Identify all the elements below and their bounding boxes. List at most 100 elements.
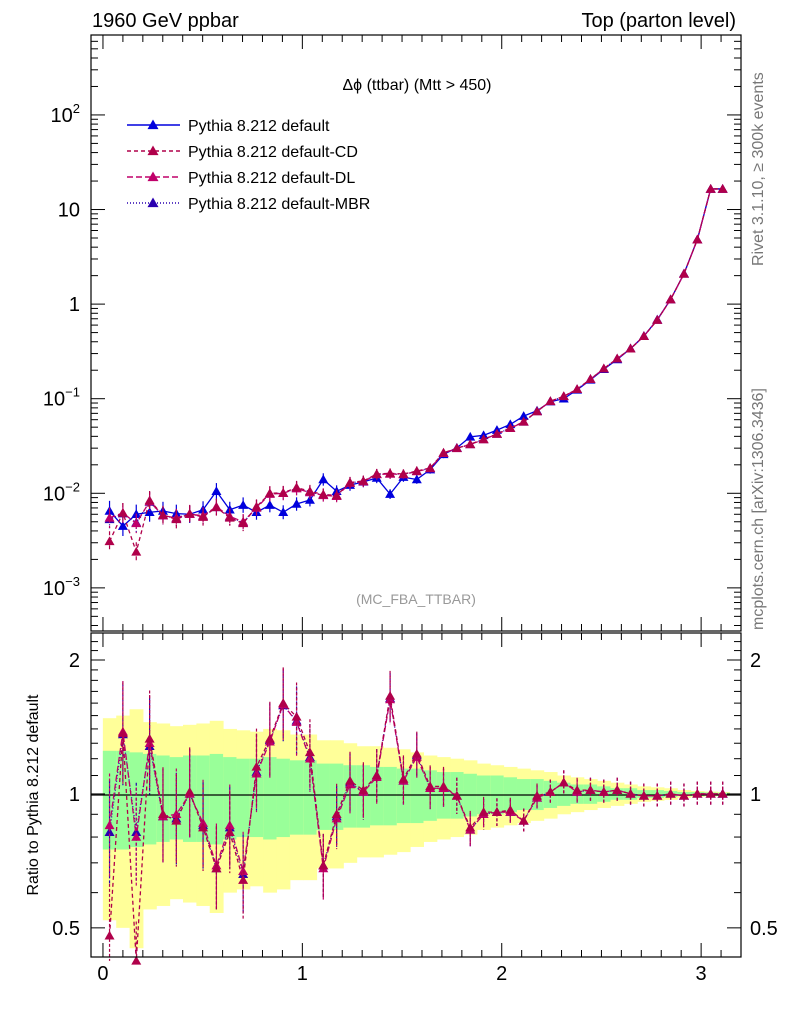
ratio-band-green: [116, 750, 131, 850]
ratio-point: [532, 790, 543, 800]
xtick-label: 0: [97, 963, 108, 985]
ratio-ytick-label-left: 2: [69, 650, 80, 672]
main-point: [144, 495, 155, 505]
main-point: [518, 411, 529, 420]
ratio-point: [505, 805, 516, 814]
ratio-point: [545, 787, 556, 796]
main-point: [598, 363, 609, 373]
main-point: [545, 396, 556, 405]
ratio-band-green: [236, 758, 251, 838]
legend-marker: [147, 119, 159, 130]
main-ytick-exponent: −1: [65, 385, 80, 400]
main-point: [291, 499, 302, 508]
main-ytick-label: 10−1: [43, 385, 80, 411]
ratio-point: [465, 822, 476, 832]
main-line-1: [108, 188, 723, 555]
ratio-point: [585, 785, 596, 794]
legend-entry: Pythia 8.212 default-CD: [188, 144, 358, 161]
ratio-band-green: [410, 768, 424, 824]
ratio-point: [398, 774, 409, 783]
chart-watermark: (MC_FBA_TTBAR): [356, 591, 476, 607]
ratio-point: [478, 807, 489, 816]
rivet-label: Rivet 3.1.10, ≥ 300k events: [750, 72, 767, 266]
main-point: [131, 518, 142, 528]
ratio-panel: 0.5 0.5 1 1 2 2 Ratio to Pythia 8.212 default: [25, 632, 778, 965]
xtick-label: 3: [696, 963, 707, 985]
ratio-point: [211, 863, 222, 873]
main-point: [465, 431, 476, 441]
main-line-0: [109, 188, 723, 528]
legend-entry: Pythia 8.212 default: [188, 118, 330, 135]
main-point: [104, 512, 115, 522]
ratio-point: [705, 788, 716, 798]
main-point: [411, 466, 422, 475]
main-point: [251, 501, 262, 511]
main-point: [585, 374, 596, 383]
main-axis-ticks: 10−3 10−2 10−1 1 10 102: [43, 34, 741, 627]
main-point: [385, 468, 396, 477]
main-point: [278, 507, 289, 517]
ratio-point: [638, 790, 649, 800]
ratio-point: [598, 787, 609, 796]
ratio-point: [304, 747, 315, 757]
ratio-point: [717, 788, 728, 798]
ratio-point: [518, 815, 529, 825]
ratio-point: [558, 777, 569, 787]
main-point: [411, 474, 422, 484]
ratio-axis-ticks: 0.5 0.5 1 1 2 2: [52, 641, 778, 940]
main-point: [558, 391, 569, 401]
ratio-point: [251, 761, 262, 771]
ratio-point: [425, 781, 436, 791]
main-point: [518, 416, 529, 426]
ratio-line-2: [108, 699, 723, 872]
ratio-point: [625, 788, 636, 798]
ratio-point: [345, 775, 356, 785]
main-ytick-label: 10−3: [43, 574, 80, 600]
ratio-point: [131, 955, 142, 965]
main-point: [625, 343, 636, 353]
ratio-point: [251, 768, 262, 778]
main-point: [438, 447, 449, 457]
main-point: [238, 518, 249, 528]
chart-title: Δϕ (ttbar) (Mtt > 450): [342, 77, 491, 94]
main-panel: 10−3 10−2 10−1 1 10 102 Δϕ (ttbar) (Mtt > 450…: [43, 34, 742, 632]
ratio-point: [451, 790, 462, 800]
main-point: [612, 353, 623, 363]
main-point: [478, 434, 489, 444]
ratio-ytick-label-right: 2: [750, 650, 761, 672]
ratio-point: [665, 788, 676, 798]
main-point: [465, 439, 476, 448]
ratio-point: [385, 691, 396, 700]
ratio-point: [612, 785, 623, 794]
ratio-point: [157, 809, 168, 819]
ratio-band-green: [276, 758, 291, 838]
main-point: [318, 474, 329, 484]
ratio-point: [318, 860, 329, 870]
ratio-point: [224, 820, 235, 830]
main-point: [198, 512, 209, 521]
main-ytick-label: 10−2: [43, 479, 80, 505]
ratio-point: [264, 733, 275, 743]
ratio-ytick-label-right: 1: [750, 784, 761, 806]
ratio-band-green: [209, 753, 224, 845]
ratio-point: [224, 827, 235, 837]
main-point: [451, 443, 462, 452]
main-point: [264, 488, 275, 498]
ratio-point: [131, 832, 142, 841]
ratio-point: [171, 815, 182, 825]
main-point: [157, 509, 168, 519]
main-point: [104, 536, 115, 546]
main-point: [211, 486, 222, 496]
main-point: [211, 502, 222, 512]
ratio-point: [692, 788, 703, 798]
ratio-band-green: [289, 760, 304, 835]
main-point: [304, 494, 315, 504]
ratio-point: [678, 790, 689, 800]
ratio-point: [104, 930, 115, 940]
ratio-band-green: [316, 763, 331, 830]
ratio-series-layer: [104, 667, 728, 965]
ratio-point: [358, 785, 369, 794]
header-left: 1960 GeV ppbar: [92, 10, 239, 32]
main-point: [144, 507, 155, 517]
